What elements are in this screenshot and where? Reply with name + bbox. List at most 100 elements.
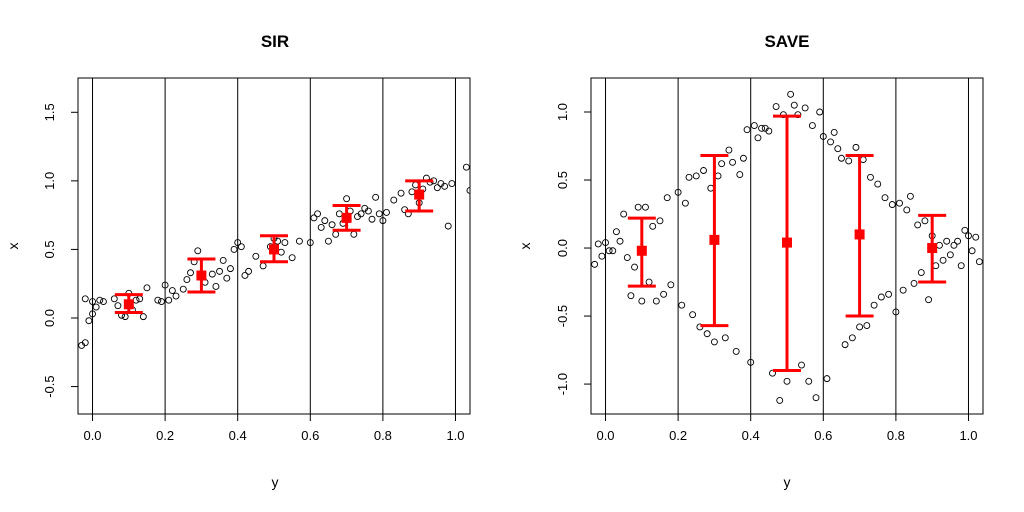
slice-mean-marker bbox=[269, 244, 279, 255]
data-point bbox=[234, 239, 242, 247]
plot-frame bbox=[590, 77, 984, 415]
data-point bbox=[910, 279, 918, 287]
data-point bbox=[700, 167, 707, 174]
data-point bbox=[830, 128, 838, 136]
data-point bbox=[594, 240, 602, 248]
data-point bbox=[935, 241, 943, 249]
data-point bbox=[954, 237, 962, 245]
data-point bbox=[845, 157, 853, 165]
data-point bbox=[241, 272, 249, 279]
data-point bbox=[259, 262, 267, 270]
data-point bbox=[874, 180, 882, 188]
data-point bbox=[605, 247, 613, 255]
data-point bbox=[906, 192, 914, 200]
data-point bbox=[237, 243, 245, 251]
data-point bbox=[89, 298, 96, 305]
y-tick-label: 1.0 bbox=[555, 103, 570, 121]
data-point bbox=[245, 267, 253, 275]
y-tick-label: -0.5 bbox=[42, 375, 57, 397]
data-point bbox=[663, 194, 671, 202]
data-point bbox=[758, 124, 766, 132]
slice-mean-marker bbox=[636, 245, 647, 256]
data-point bbox=[681, 199, 689, 207]
slice-mean-marker bbox=[414, 189, 425, 200]
plot-panel-sir: 0.0 0.2 0.4 0.6 0.8 1.0 -0.5 0.0 0.5 1.0 1.5 bbox=[42, 77, 471, 443]
data-point bbox=[139, 313, 147, 321]
slice-mean-marker bbox=[782, 237, 792, 248]
y-tick-label: 0.5 bbox=[42, 240, 57, 258]
x-tick-label: 0.0 bbox=[596, 428, 614, 443]
slice-mean-marker bbox=[341, 212, 352, 223]
data-point bbox=[718, 160, 726, 168]
data-point bbox=[92, 303, 100, 311]
data-point bbox=[975, 258, 983, 266]
data-point bbox=[649, 222, 657, 230]
y-tick-label: 1.5 bbox=[42, 103, 57, 121]
data-point bbox=[343, 195, 351, 203]
data-point bbox=[208, 270, 216, 278]
data-point bbox=[612, 228, 620, 236]
data-point bbox=[390, 196, 398, 204]
data-point bbox=[772, 103, 780, 111]
data-point bbox=[896, 199, 903, 207]
data-point bbox=[957, 262, 965, 270]
slice-mean-marker bbox=[123, 299, 134, 310]
data-point bbox=[350, 230, 358, 238]
slice-mean-marker bbox=[709, 234, 720, 245]
x-tick-label: 0.6 bbox=[301, 428, 319, 443]
data-point bbox=[892, 308, 900, 316]
data-point bbox=[328, 221, 336, 229]
data-point bbox=[81, 339, 89, 347]
data-point bbox=[798, 361, 805, 369]
data-point bbox=[885, 290, 893, 298]
data-point bbox=[689, 311, 697, 319]
data-point bbox=[714, 172, 722, 180]
data-point bbox=[925, 296, 933, 304]
data-point bbox=[110, 295, 118, 303]
data-point bbox=[769, 369, 776, 377]
data-point bbox=[462, 163, 470, 171]
data-point bbox=[961, 226, 969, 234]
data-point bbox=[732, 347, 740, 355]
data-point bbox=[729, 158, 737, 166]
data-point bbox=[638, 297, 646, 305]
data-point bbox=[226, 265, 234, 273]
data-point bbox=[314, 210, 322, 218]
data-point bbox=[183, 276, 191, 284]
data-point bbox=[154, 296, 162, 304]
data-point bbox=[212, 283, 220, 290]
data-point bbox=[412, 181, 420, 189]
data-point bbox=[692, 172, 700, 180]
data-point bbox=[823, 375, 831, 383]
data-point bbox=[219, 256, 227, 264]
data-point bbox=[856, 323, 864, 331]
x-tick-label: 0.2 bbox=[156, 428, 174, 443]
data-point bbox=[295, 237, 303, 245]
data-point bbox=[972, 233, 980, 241]
data-point bbox=[674, 188, 682, 196]
data-point bbox=[776, 396, 784, 404]
x-tick-label: 0.6 bbox=[814, 428, 832, 443]
x-tick-label: 0.4 bbox=[229, 428, 247, 443]
data-point bbox=[433, 184, 441, 192]
data-point bbox=[852, 143, 860, 151]
data-point bbox=[678, 301, 686, 309]
data-point bbox=[808, 122, 816, 130]
data-point bbox=[194, 247, 202, 255]
x-tick-label: 0.4 bbox=[742, 428, 760, 443]
data-point bbox=[598, 252, 606, 260]
data-point bbox=[165, 296, 173, 304]
data-point bbox=[591, 260, 599, 268]
data-point bbox=[179, 285, 187, 293]
data-point bbox=[950, 241, 958, 249]
data-point bbox=[652, 297, 660, 305]
data-point bbox=[89, 310, 96, 318]
data-point bbox=[877, 293, 885, 301]
data-point bbox=[627, 292, 635, 300]
data-point bbox=[848, 334, 856, 342]
y-tick-label: -1.0 bbox=[555, 373, 570, 395]
data-point bbox=[317, 224, 325, 231]
data-point bbox=[172, 292, 180, 300]
data-point bbox=[837, 154, 845, 162]
